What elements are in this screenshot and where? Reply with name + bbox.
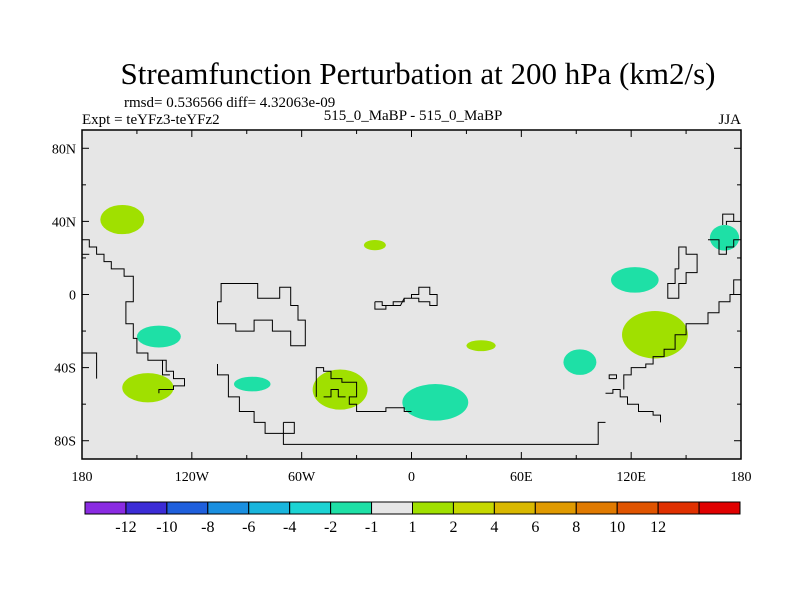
x-tick-label: 120W <box>175 470 210 485</box>
colorbar-label: -4 <box>283 519 296 536</box>
colorbar-swatch <box>289 501 332 515</box>
coastline-12 <box>605 389 661 423</box>
anomaly-positive-3 <box>122 373 174 403</box>
center-label: 515_0_MaBP - 515_0_MaBP <box>324 108 503 124</box>
x-tick-label: 0 <box>408 470 415 485</box>
coastline-11 <box>608 374 617 380</box>
colorbar-swatch <box>616 501 659 515</box>
anomaly-negative-10 <box>611 267 659 293</box>
y-tick-label: 80N <box>52 142 76 157</box>
colorbar-swatch <box>330 501 373 515</box>
colorbar-swatch <box>248 501 291 515</box>
y-tick-label: 80S <box>54 435 76 450</box>
coastline-16 <box>722 213 735 225</box>
colorbar-label: -8 <box>201 519 214 536</box>
colorbar-label: 2 <box>449 519 457 536</box>
anomaly-negative-12 <box>709 225 740 251</box>
anomaly-negative-2 <box>136 325 181 348</box>
colorbar-swatch <box>84 501 127 515</box>
colorbar-swatch <box>371 501 413 515</box>
axes: 180 120W 60W 0 60E 120E 180 80N 40N 0 40S 80S <box>52 130 752 485</box>
anomaly-positive-11 <box>622 310 688 359</box>
anomaly-positive-1 <box>100 204 145 235</box>
coastline-3 <box>82 352 98 379</box>
coastline-7 <box>217 283 306 347</box>
colorbar-label: 4 <box>490 519 498 536</box>
y-tick-label: 40N <box>52 215 76 230</box>
x-tick-label: 120E <box>616 470 646 485</box>
coastline-15 <box>708 239 741 255</box>
colorbar-label: -2 <box>324 519 337 536</box>
coastline-4 <box>162 360 170 376</box>
coastline-6 <box>282 421 295 434</box>
coastline-1 <box>82 239 185 394</box>
x-tick-label: 60E <box>510 470 533 485</box>
coastline-9 <box>315 367 412 412</box>
colorbar: -12 -10 -8 -6 -4 -2 -1 1 2 4 6 8 10 12 <box>84 501 741 536</box>
anomaly-negative-4 <box>233 376 271 392</box>
colorbar-label: 12 <box>650 519 666 536</box>
colorbar-label: -12 <box>115 519 136 536</box>
anomaly-positive-8 <box>466 340 496 352</box>
colorbar-swatch <box>207 501 250 515</box>
colorbar-swatch <box>698 501 741 515</box>
colorbar-label: 6 <box>531 519 539 536</box>
colorbar-swatch <box>493 501 536 515</box>
colorbar-label: 8 <box>572 519 580 536</box>
right-label: JJA <box>718 112 741 128</box>
colorbar-swatch <box>452 501 495 515</box>
colorbar-swatch <box>534 501 577 515</box>
coastlines <box>82 213 741 445</box>
coastline-8 <box>374 286 438 310</box>
colorbar-swatch <box>657 501 700 515</box>
colorbar-label: -10 <box>156 519 177 536</box>
left-label: Expt = teYFz3-teYFz2 <box>82 112 220 128</box>
coastline-10 <box>323 389 346 398</box>
anomaly-positive-5 <box>363 240 386 251</box>
stats-line: rmsd= 0.536566 diff= 4.32063e-09 <box>124 95 335 111</box>
colorbar-label: 1 <box>409 519 417 536</box>
x-tick-label: 180 <box>731 470 752 485</box>
coastline-14 <box>667 246 698 299</box>
colorbar-swatch <box>166 501 209 515</box>
anomaly-positive-6 <box>312 369 368 410</box>
coastline-13 <box>623 279 741 390</box>
anomaly-negative-7 <box>402 384 469 421</box>
chart-title: Streamfunction Perturbation at 200 hPa (… <box>121 56 716 91</box>
anomaly-negative-9 <box>563 349 597 375</box>
x-tick-label: 180 <box>72 470 93 485</box>
anomaly-contours <box>100 204 740 421</box>
y-tick-label: 0 <box>69 289 76 304</box>
colorbar-label: -1 <box>365 519 378 536</box>
colorbar-swatch <box>575 501 618 515</box>
y-tick-label: 40S <box>54 362 76 377</box>
colorbar-label: -6 <box>242 519 255 536</box>
colorbar-swatch <box>125 501 168 515</box>
colorbar-swatch <box>412 501 454 515</box>
coastline-5 <box>217 364 606 445</box>
colorbar-label: 10 <box>609 519 625 536</box>
x-tick-label: 60W <box>288 470 316 485</box>
